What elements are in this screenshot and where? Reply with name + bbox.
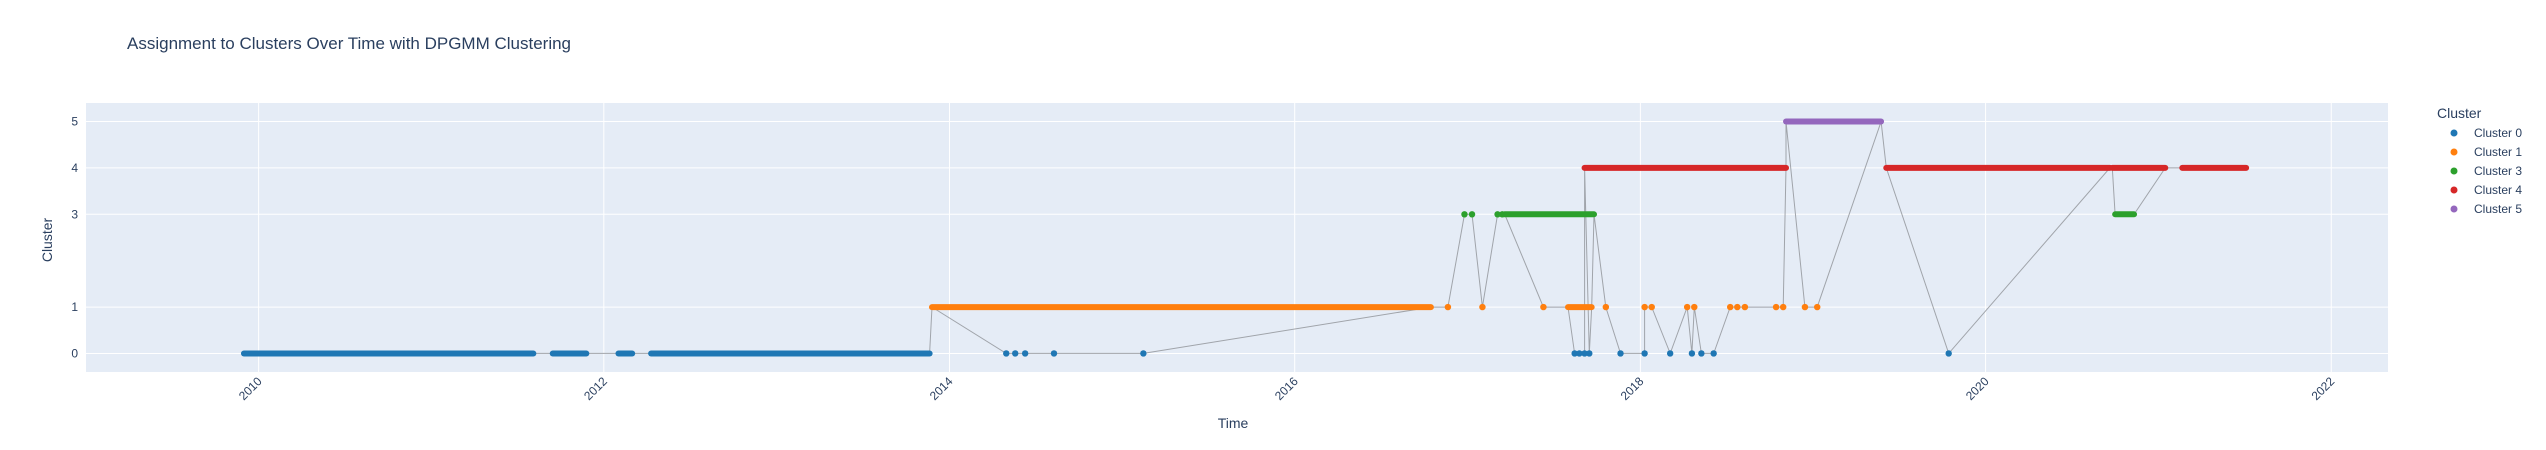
- data-point: [1571, 350, 1578, 357]
- x-tick-label: 2020: [1963, 374, 1992, 403]
- data-point: [1012, 350, 1019, 357]
- data-point: [1814, 303, 1821, 311]
- legend-item[interactable]: Cluster 1: [2450, 145, 2523, 159]
- data-point: [1540, 303, 1547, 311]
- data-point: [1586, 350, 1593, 357]
- data-point: [1734, 303, 1741, 311]
- data-point: [1945, 350, 1952, 357]
- data-point: [1648, 303, 1655, 311]
- data-point: [1772, 303, 1780, 311]
- data-point: [1140, 350, 1147, 357]
- legend-marker: [2450, 167, 2458, 175]
- legend-marker: [2450, 129, 2458, 137]
- data-point: [1779, 303, 1787, 311]
- series-cluster-1: [928, 303, 1821, 311]
- legend-label: Cluster 3: [2474, 164, 2522, 178]
- data-point: [1461, 211, 1468, 218]
- x-tick-label: 2022: [2309, 374, 2338, 403]
- data-point: [1494, 211, 1501, 218]
- data-point: [1727, 303, 1734, 311]
- data-point: [1499, 211, 1506, 218]
- data-point: [1003, 350, 1010, 357]
- data-point: [1683, 303, 1691, 311]
- y-axis-title: Cluster: [39, 217, 55, 262]
- data-point: [1741, 303, 1749, 311]
- y-tick-label: 0: [71, 346, 78, 360]
- y-tick-label: 1: [71, 300, 78, 314]
- data-point: [1698, 350, 1705, 357]
- legend-label: Cluster 1: [2474, 145, 2522, 159]
- legend-title: Cluster: [2437, 105, 2482, 121]
- y-tick-label: 4: [71, 161, 78, 175]
- data-point: [1581, 350, 1588, 357]
- legend-item[interactable]: Cluster 3: [2450, 164, 2523, 178]
- x-tick-label: 2014: [927, 374, 956, 403]
- x-tick-label: 2012: [581, 374, 610, 403]
- legend-item[interactable]: Cluster 4: [2450, 183, 2523, 197]
- data-point: [1021, 350, 1029, 357]
- x-axis-title: Time: [1218, 415, 1249, 431]
- data-point: [1801, 303, 1809, 311]
- legend-item[interactable]: Cluster 0: [2450, 126, 2523, 140]
- x-tick-label: 2016: [1272, 374, 1301, 403]
- data-point: [1710, 350, 1717, 357]
- data-point: [1691, 303, 1698, 311]
- y-tick-label: 3: [71, 207, 78, 221]
- series-cluster-0: [240, 350, 1952, 357]
- data-point: [1617, 350, 1624, 357]
- data-point: [1479, 303, 1486, 311]
- plot-area: 2010 2012 2014 2016 2018 2020 2022 0 1 3 4 5: [71, 103, 2388, 403]
- data-point: [1576, 350, 1583, 357]
- data-point: [1468, 211, 1476, 218]
- legend-marker: [2450, 148, 2458, 156]
- y-tick-label: 5: [71, 115, 78, 129]
- chart-title: Assignment to Clusters Over Time with DP…: [127, 34, 571, 53]
- legend-label: Cluster 4: [2474, 183, 2522, 197]
- data-point: [1602, 303, 1610, 311]
- legend: Cluster Cluster 0 Cluster 1 Cluster 3 Cluste…: [2437, 105, 2522, 216]
- series-cluster-3: [1461, 211, 2138, 218]
- data-point: [1641, 350, 1648, 357]
- legend-marker: [2450, 186, 2458, 194]
- legend-label: Cluster 5: [2474, 202, 2522, 216]
- data-point: [1444, 303, 1452, 311]
- data-point: [1050, 350, 1058, 357]
- data-point: [1688, 350, 1696, 357]
- legend-item[interactable]: Cluster 5: [2450, 202, 2523, 216]
- legend-marker: [2450, 205, 2458, 213]
- data-point: [1641, 303, 1648, 311]
- x-tick-label: 2018: [1618, 374, 1647, 403]
- x-tick-label: 2010: [236, 374, 265, 403]
- plot-background: [86, 103, 2388, 372]
- data-point: [1666, 350, 1674, 357]
- legend-label: Cluster 0: [2474, 126, 2522, 140]
